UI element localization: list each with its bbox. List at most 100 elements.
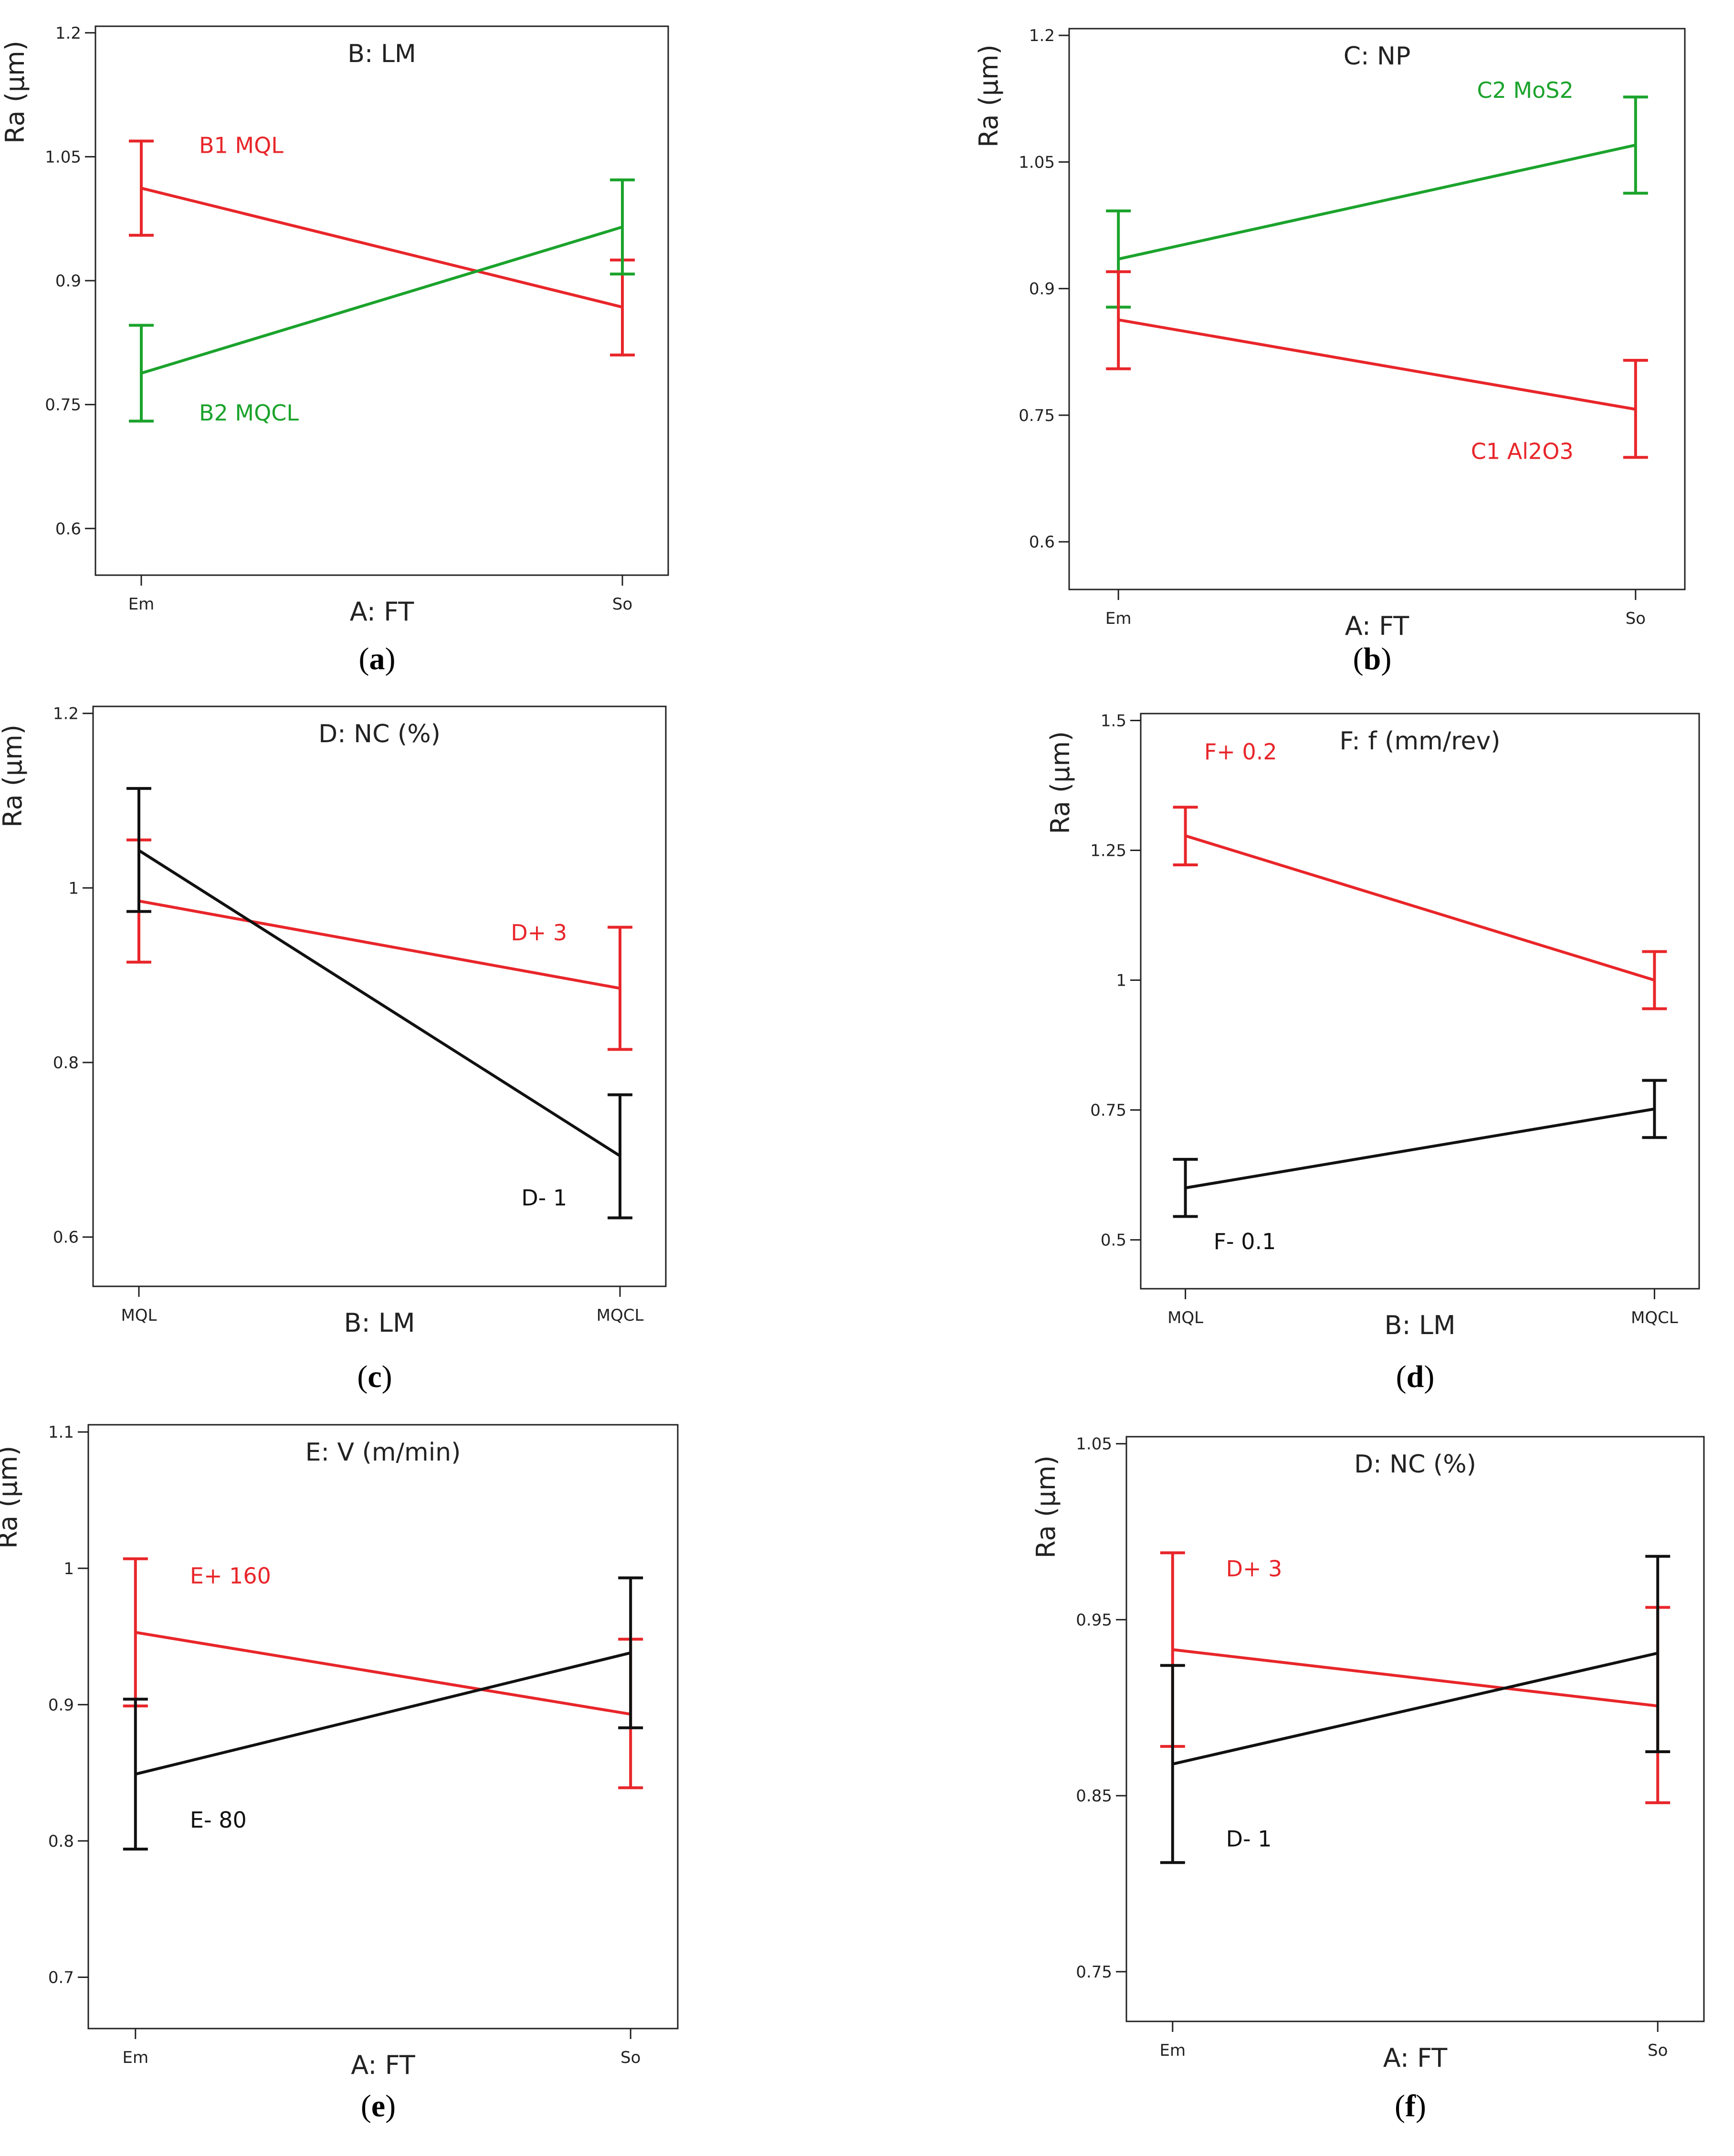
chart-panel-f: 0.75 0.85 0.95 1.05 Em So D: NC (%) A: FT Ra (μm… bbox=[1031, 1435, 1705, 2124]
series-label: C1 Al2O3 bbox=[1471, 438, 1574, 464]
y-tick-label: 1.1 bbox=[48, 1423, 74, 1442]
x-axis-title: A: FT bbox=[1345, 611, 1409, 641]
panel-title: B: LM bbox=[347, 40, 416, 68]
y-tick-label: 0.85 bbox=[1076, 1787, 1112, 1806]
panel-title: C: NP bbox=[1344, 42, 1411, 71]
y-tick-label: 0.9 bbox=[48, 1695, 74, 1714]
series-d-1: D- 1 bbox=[1160, 1555, 1671, 1864]
y-axis-title: Ra (μm) bbox=[1045, 731, 1075, 834]
series-f-0-1: F- 0.1 bbox=[1173, 1079, 1667, 1254]
x-axis-title: B: LM bbox=[344, 1308, 415, 1338]
x-axis-title: A: FT bbox=[1383, 2043, 1448, 2073]
y-tick-label: 1 bbox=[63, 1559, 74, 1578]
series-line bbox=[1185, 834, 1655, 982]
series-label: F+ 0.2 bbox=[1204, 739, 1277, 765]
x-tick-label: MQL bbox=[121, 1306, 157, 1325]
chart-panel-a: 0.6 0.75 0.9 1.05 1.2 Em So B: LM A: FT Ra (μm) B1… bbox=[0, 24, 669, 676]
x-axis-title: A: FT bbox=[351, 2050, 415, 2080]
series-label: C2 MoS2 bbox=[1477, 77, 1573, 103]
chart-panel-e: 0.7 0.8 0.9 1 1.1 Em So E: V (m/min) A: FT Ra (μm… bbox=[0, 1423, 679, 2124]
y-tick-label: 0.6 bbox=[1029, 533, 1055, 552]
series-b2-mqcl: B2 MQCL bbox=[129, 178, 635, 426]
y-axis-title: Ra (μm) bbox=[1031, 1455, 1061, 1558]
plot-frame bbox=[1140, 713, 1700, 1290]
chart-panel-b: 0.6 0.75 0.9 1.05 1.2 Em So C: NP A: FT Ra (μm) C2… bbox=[974, 26, 1686, 676]
y-tick-label: 0.8 bbox=[53, 1053, 79, 1073]
y-tick-label: 0.7 bbox=[48, 1968, 74, 1987]
series-line bbox=[1185, 1107, 1655, 1189]
series-line bbox=[135, 1651, 631, 1776]
panel-title: D: NC (%) bbox=[1354, 1450, 1476, 1479]
panel-caption: (f) bbox=[1395, 2089, 1426, 2124]
y-axis-title: Ra (μm) bbox=[0, 725, 28, 828]
plot-frame bbox=[1125, 1436, 1705, 2022]
x-tick-label: So bbox=[612, 595, 632, 614]
y-tick-label: 0.6 bbox=[55, 519, 81, 538]
panel-title: F: f (mm/rev) bbox=[1339, 727, 1500, 756]
series-label: E- 80 bbox=[190, 1807, 247, 1833]
series-e-160: E+ 160 bbox=[123, 1557, 643, 1789]
series-b1-mql: B1 MQL bbox=[129, 133, 635, 357]
series-line bbox=[1118, 144, 1636, 261]
series-label: E+ 160 bbox=[190, 1563, 271, 1589]
y-tick-label: 1.05 bbox=[45, 147, 81, 167]
y-tick-label: 0.9 bbox=[55, 272, 81, 291]
series-f-0-2: F+ 0.2 bbox=[1173, 739, 1667, 1010]
series-label: B2 MQCL bbox=[199, 400, 299, 426]
series-line bbox=[135, 1631, 631, 1716]
x-tick-label: So bbox=[620, 2048, 641, 2067]
x-tick-label: Em bbox=[128, 595, 155, 614]
panel-caption: (d) bbox=[1396, 1359, 1435, 1394]
y-axis-title: Ra (μm) bbox=[0, 41, 30, 144]
series-label: D+ 3 bbox=[1226, 1556, 1282, 1582]
plot-frame bbox=[1068, 28, 1686, 590]
y-tick-label: 1.25 bbox=[1090, 841, 1126, 860]
series-c2-mos2: C2 MoS2 bbox=[1106, 77, 1648, 309]
x-axis-title: A: FT bbox=[350, 597, 414, 627]
y-tick-label: 1 bbox=[68, 879, 79, 898]
x-tick-label: Em bbox=[1159, 2041, 1186, 2060]
plot-frame bbox=[87, 1424, 679, 2030]
x-tick-label: So bbox=[1648, 2041, 1668, 2060]
series-d-3: D+ 3 bbox=[1160, 1551, 1671, 1804]
plot-frame bbox=[95, 25, 669, 576]
series-label: F- 0.1 bbox=[1214, 1229, 1276, 1254]
panel-caption: (a) bbox=[359, 642, 396, 676]
panel-title: E: V (m/min) bbox=[305, 1438, 461, 1467]
series-label: D- 1 bbox=[1226, 1826, 1272, 1852]
y-tick-label: 1.5 bbox=[1101, 711, 1126, 730]
y-tick-label: 0.75 bbox=[1019, 406, 1055, 425]
series-line bbox=[138, 899, 620, 990]
y-tick-label: 0.5 bbox=[1101, 1231, 1126, 1250]
chart-panel-c: 0.6 0.8 1 1.2 MQL MQCL D: NC (%) B: LM Ra (μm) D+… bbox=[0, 705, 667, 1394]
series-label: D+ 3 bbox=[511, 920, 567, 946]
y-axis-title: Ra (μm) bbox=[974, 44, 1004, 147]
series-d-3: D+ 3 bbox=[126, 838, 632, 1051]
series-line bbox=[1118, 318, 1636, 411]
x-tick-label: MQCL bbox=[1631, 1308, 1678, 1327]
series-line bbox=[141, 187, 623, 309]
y-tick-label: 0.6 bbox=[53, 1228, 79, 1247]
x-tick-label: MQCL bbox=[597, 1306, 644, 1325]
x-tick-label: MQL bbox=[1167, 1308, 1203, 1327]
y-tick-label: 1 bbox=[1116, 971, 1126, 990]
series-line bbox=[138, 849, 621, 1157]
series-e-80: E- 80 bbox=[123, 1576, 643, 1851]
panel-title: D: NC (%) bbox=[318, 720, 441, 748]
series-line bbox=[1172, 1648, 1658, 1708]
y-axis-title: Ra (μm) bbox=[0, 1446, 23, 1549]
y-tick-label: 1.2 bbox=[53, 705, 79, 724]
y-tick-label: 1.05 bbox=[1076, 1435, 1112, 1454]
chart-panel-d: 0.5 0.75 1 1.25 1.5 MQL MQCL F: f (mm/rev) B: LM… bbox=[1045, 711, 1700, 1394]
y-tick-label: 1.2 bbox=[55, 24, 81, 43]
series-line bbox=[141, 225, 623, 375]
y-tick-label: 1.2 bbox=[1029, 26, 1055, 45]
y-tick-label: 0.9 bbox=[1029, 280, 1055, 299]
y-tick-label: 0.8 bbox=[48, 1832, 74, 1851]
plot-frame bbox=[92, 705, 667, 1287]
y-tick-label: 1.05 bbox=[1019, 153, 1055, 172]
panel-caption: (c) bbox=[357, 1359, 392, 1394]
y-tick-label: 0.75 bbox=[45, 396, 81, 415]
x-tick-label: Em bbox=[122, 2048, 148, 2067]
